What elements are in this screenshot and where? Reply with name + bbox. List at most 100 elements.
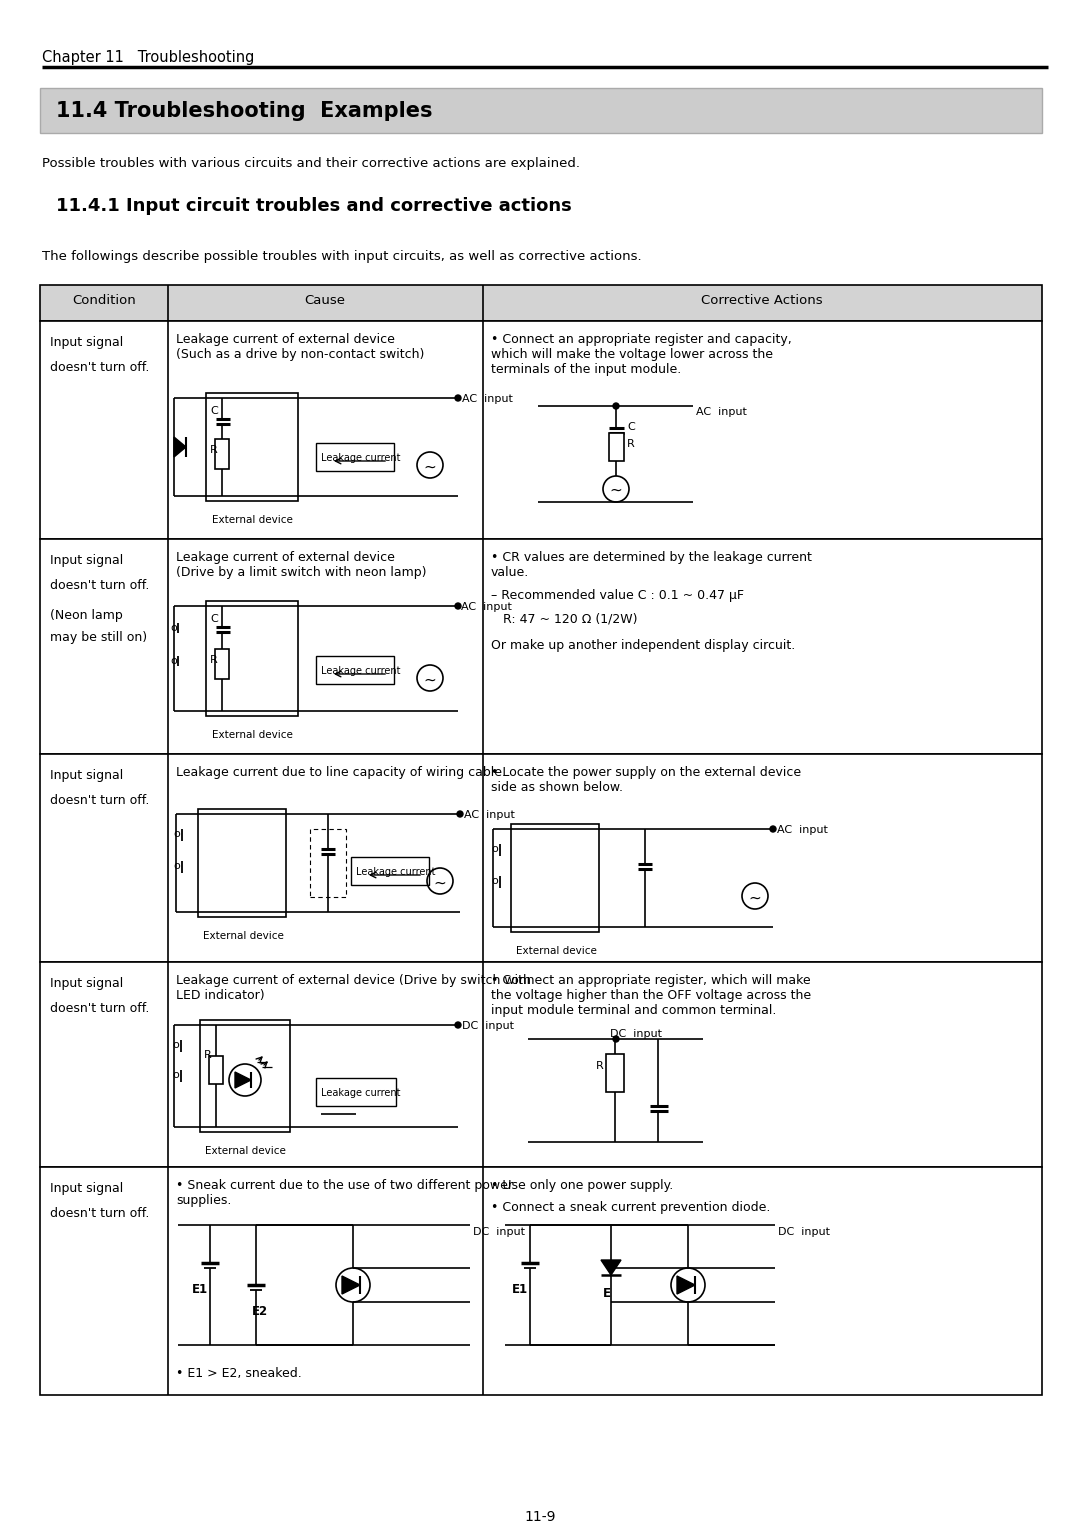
Text: AC  input: AC input (461, 602, 512, 613)
Text: LED indicator): LED indicator) (176, 989, 265, 1002)
Bar (40, 963, 1042, 1167)
Bar (40, 286, 1042, 321)
Text: ~: ~ (423, 460, 436, 475)
Text: o: o (170, 623, 177, 633)
Text: Leakage current due to line capacity of wiring cable.: Leakage current due to line capacity of … (176, 766, 507, 779)
Text: • Connect a sneak current prevention diode.: • Connect a sneak current prevention dio… (491, 1201, 770, 1215)
Circle shape (455, 1022, 461, 1028)
Text: 11.4 Troubleshooting  Examples: 11.4 Troubleshooting Examples (56, 101, 432, 121)
Text: R: 47 ~ 120 Ω (1/2W): R: 47 ~ 120 Ω (1/2W) (491, 613, 637, 626)
Text: 11.4.1 Input circuit troubles and corrective actions: 11.4.1 Input circuit troubles and correc… (56, 197, 571, 215)
Polygon shape (677, 1276, 696, 1294)
Text: R: R (210, 445, 218, 455)
Text: Input signal: Input signal (50, 769, 123, 782)
Text: Leakage current of external device: Leakage current of external device (176, 552, 395, 564)
Text: DC  input: DC input (610, 1028, 662, 1039)
Text: External device: External device (203, 931, 284, 941)
Text: input module terminal and common terminal.: input module terminal and common termina… (491, 1004, 777, 1018)
Text: AC  input: AC input (462, 394, 513, 403)
Text: Input signal: Input signal (50, 976, 123, 990)
Bar (351, 857, 429, 885)
Text: (Drive by a limit switch with neon lamp): (Drive by a limit switch with neon lamp) (176, 565, 427, 579)
Text: ~: ~ (609, 483, 622, 498)
Bar (198, 808, 286, 917)
Circle shape (455, 396, 461, 400)
Bar (609, 432, 624, 461)
Text: doesn't turn off.: doesn't turn off. (50, 1002, 149, 1015)
Bar (215, 649, 229, 678)
Text: External device: External device (212, 730, 293, 740)
Text: o: o (491, 876, 498, 886)
Bar (310, 830, 346, 897)
Text: Leakage current: Leakage current (321, 452, 401, 463)
Text: – Recommended value C : 0.1 ~ 0.47 μF: – Recommended value C : 0.1 ~ 0.47 μF (491, 588, 744, 602)
Text: ~: ~ (434, 876, 446, 891)
Text: doesn't turn off.: doesn't turn off. (50, 795, 149, 807)
Text: doesn't turn off.: doesn't turn off. (50, 361, 149, 374)
Bar (40, 1167, 1042, 1395)
Text: doesn't turn off.: doesn't turn off. (50, 579, 149, 591)
Text: External device: External device (212, 515, 293, 526)
Text: (Neon lamp: (Neon lamp (50, 610, 123, 622)
Bar (206, 601, 298, 717)
Bar (200, 1021, 291, 1132)
Text: o: o (491, 843, 498, 854)
Text: o: o (173, 860, 179, 871)
Text: • Sneak current due to the use of two different power: • Sneak current due to the use of two di… (176, 1180, 513, 1192)
Text: • Connect an appropriate register, which will make: • Connect an appropriate register, which… (491, 973, 811, 987)
Polygon shape (600, 1261, 621, 1274)
Text: • CR values are determined by the leakage current: • CR values are determined by the leakag… (491, 552, 812, 564)
Text: E1: E1 (512, 1284, 528, 1296)
Text: • Use only one power supply.: • Use only one power supply. (491, 1180, 673, 1192)
Text: Input signal: Input signal (50, 1183, 123, 1195)
Text: Input signal: Input signal (50, 555, 123, 567)
Text: may be still on): may be still on) (50, 631, 147, 643)
Text: Possible troubles with various circuits and their corrective actions are explain: Possible troubles with various circuits … (42, 157, 580, 170)
Bar (40, 753, 1042, 963)
Bar (210, 1056, 222, 1083)
Text: DC  input: DC input (473, 1227, 525, 1238)
Text: Leakage current of external device (Drive by switch with: Leakage current of external device (Driv… (176, 973, 531, 987)
Text: • Connect an appropriate register and capacity,: • Connect an appropriate register and ca… (491, 333, 792, 345)
Text: • E1 > E2, sneaked.: • E1 > E2, sneaked. (176, 1368, 301, 1380)
Text: doesn't turn off.: doesn't turn off. (50, 1207, 149, 1219)
Polygon shape (174, 437, 186, 457)
Text: value.: value. (491, 565, 529, 579)
Text: E2: E2 (252, 1305, 268, 1319)
Text: • Locate the power supply on the external device: • Locate the power supply on the externa… (491, 766, 801, 779)
Bar (316, 1077, 396, 1106)
Text: AC  input: AC input (777, 825, 828, 834)
Text: C: C (627, 422, 635, 432)
Bar (206, 393, 298, 501)
Bar (215, 439, 229, 469)
Text: Condition: Condition (72, 293, 136, 307)
Text: o: o (172, 1041, 179, 1050)
Circle shape (613, 403, 619, 410)
Text: R: R (210, 656, 218, 665)
Text: o: o (172, 1070, 179, 1080)
Text: External device: External device (205, 1146, 286, 1157)
Text: Chapter 11   Troubleshooting: Chapter 11 Troubleshooting (42, 50, 255, 66)
Text: Input signal: Input signal (50, 336, 123, 348)
Text: External device: External device (516, 946, 597, 957)
Polygon shape (342, 1276, 360, 1294)
Bar (316, 656, 394, 685)
Circle shape (613, 1036, 619, 1042)
Text: Leakage current: Leakage current (321, 1088, 401, 1099)
Text: R: R (627, 439, 635, 449)
Text: supplies.: supplies. (176, 1193, 231, 1207)
Polygon shape (235, 1073, 251, 1088)
Text: (Such as a drive by non-contact switch): (Such as a drive by non-contact switch) (176, 348, 424, 361)
Circle shape (770, 827, 777, 833)
Text: R: R (596, 1060, 604, 1071)
Bar (511, 824, 599, 932)
Text: E: E (603, 1287, 611, 1300)
Bar (316, 443, 394, 471)
Text: which will make the voltage lower across the: which will make the voltage lower across… (491, 348, 773, 361)
Circle shape (457, 811, 463, 817)
Text: DC  input: DC input (778, 1227, 831, 1238)
Bar (40, 539, 1042, 753)
Text: The followings describe possible troubles with input circuits, as well as correc: The followings describe possible trouble… (42, 251, 642, 263)
Text: C: C (210, 406, 218, 416)
Text: E1: E1 (192, 1284, 208, 1296)
